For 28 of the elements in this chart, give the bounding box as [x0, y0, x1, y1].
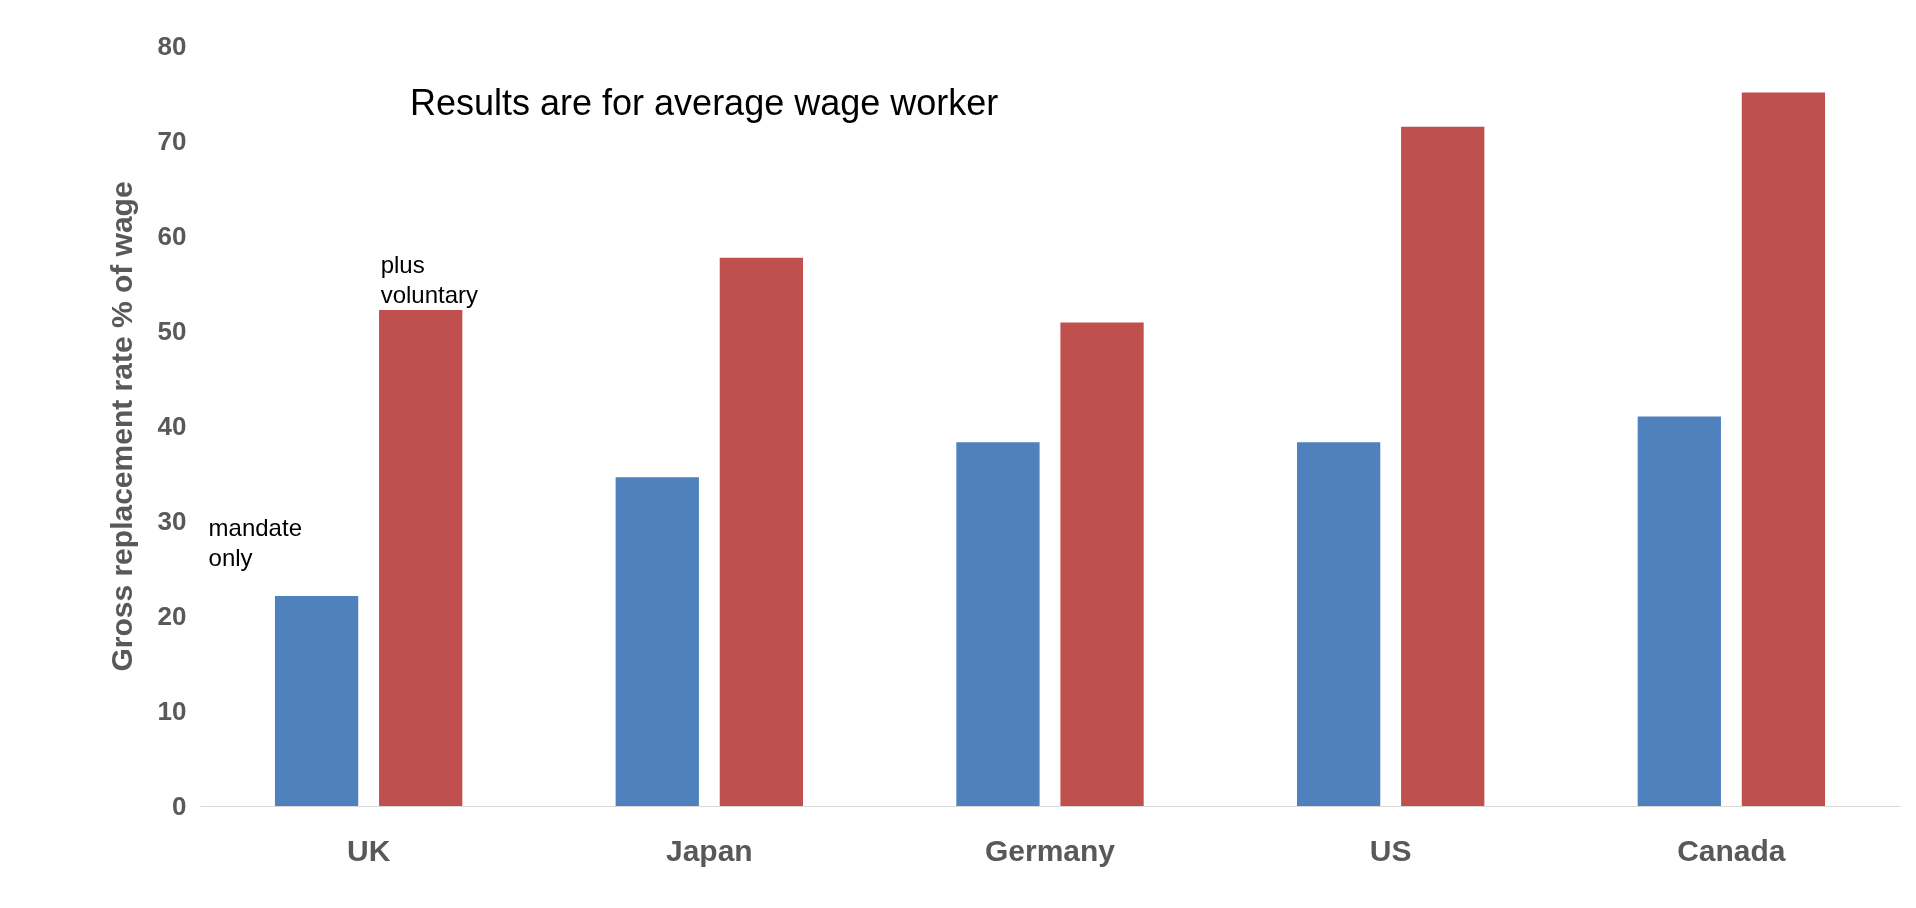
x-tick-label: UK	[346, 833, 391, 867]
bar	[1741, 92, 1826, 806]
bar	[379, 310, 463, 806]
bar	[719, 257, 804, 806]
x-tick-label: Canada	[1677, 833, 1786, 867]
y-tick-label: 40	[157, 410, 187, 441]
y-tick-label: 30	[157, 505, 187, 536]
y-tick-label: 20	[157, 600, 187, 631]
bar	[1296, 442, 1381, 806]
x-tick-label: Japan	[665, 833, 753, 867]
annotation: Results are for average wage worker	[410, 82, 999, 123]
y-tick-label: 10	[157, 695, 187, 726]
series-label: mandate only	[208, 514, 302, 572]
y-tick-label: 70	[157, 125, 187, 156]
x-tick-label: Germany	[984, 833, 1116, 867]
y-tick-label: 0	[172, 790, 187, 821]
y-tick-label: 60	[157, 220, 187, 251]
bar	[615, 477, 699, 806]
y-tick-label: 80	[157, 30, 187, 61]
bar	[1637, 416, 1721, 806]
bar	[1401, 126, 1485, 806]
series-label: plus voluntary	[380, 251, 479, 309]
y-tick-label: 50	[157, 315, 187, 346]
x-tick-label: US	[1369, 833, 1412, 867]
bar	[1060, 322, 1144, 806]
bar	[274, 596, 359, 806]
bar	[956, 442, 1040, 806]
y-axis-title: Gross replacement rate % of wage	[104, 181, 138, 672]
